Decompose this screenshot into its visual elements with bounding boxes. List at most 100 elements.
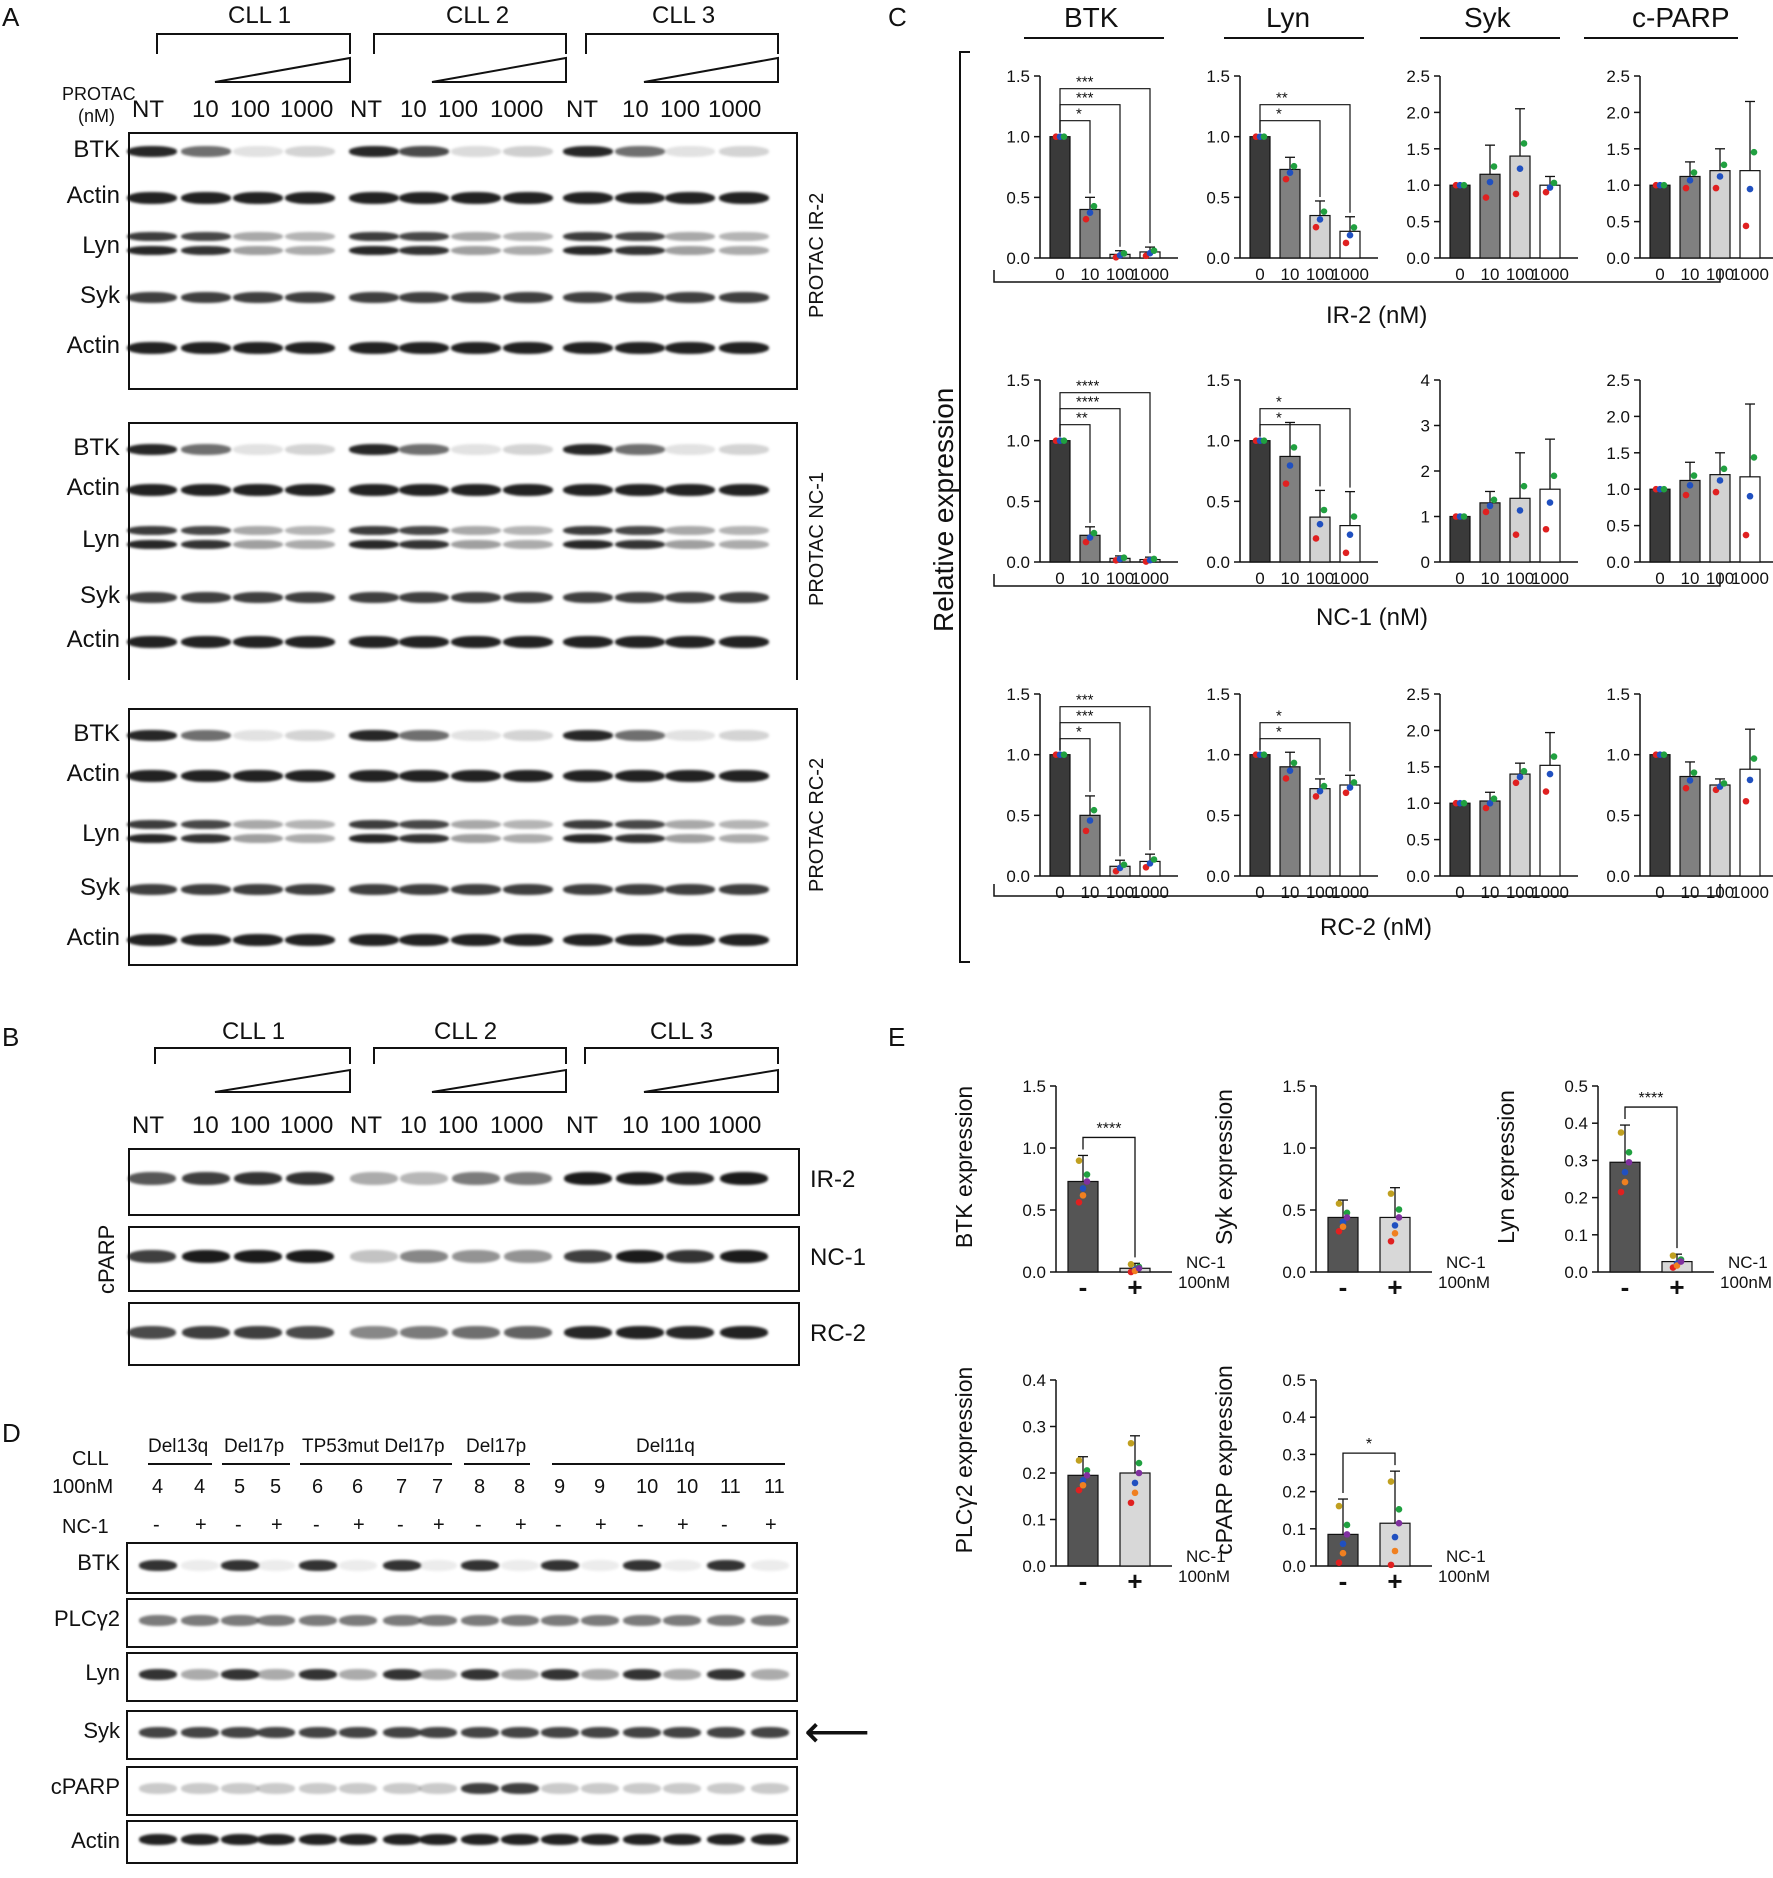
- treatment-sign: +: [677, 1514, 689, 1536]
- blot-band: [719, 834, 769, 843]
- x-tick-label: 100: [1106, 569, 1134, 588]
- lane-label: 1000: [280, 96, 334, 123]
- blot-band: [563, 770, 613, 782]
- y-tick-label: 0.0: [1406, 249, 1430, 268]
- blot-band: [181, 342, 231, 354]
- data-point: [1550, 179, 1558, 187]
- treatment-sign: -: [721, 1514, 728, 1536]
- data-point: [1690, 472, 1698, 479]
- blot-band: [615, 540, 665, 549]
- y-tick-label: 1.5: [1206, 371, 1230, 390]
- block-side-label: PROTAC RC-2: [806, 757, 828, 892]
- data-point: [1742, 531, 1750, 539]
- blot-band: [707, 1727, 745, 1738]
- blot-band: [461, 1834, 499, 1845]
- data-point: [1346, 231, 1354, 239]
- row-label: BTK: [77, 1550, 120, 1575]
- data-point: [1260, 133, 1268, 140]
- data-point: [1746, 492, 1754, 500]
- blot-band: [451, 192, 501, 204]
- y-tick-label: 1.5: [1206, 67, 1230, 86]
- data-point: [1083, 1472, 1091, 1479]
- data-point: [1746, 776, 1754, 784]
- blot-band: [127, 730, 177, 741]
- data-point: [1395, 1206, 1403, 1213]
- x-tick-label: 0: [1455, 265, 1464, 284]
- treatment-sign: +: [433, 1514, 445, 1536]
- blot-band: [233, 146, 283, 157]
- cparp-side-label: cPARP: [94, 1224, 119, 1294]
- y-tick-label: 0.5: [1006, 492, 1030, 511]
- data-point: [1150, 555, 1158, 563]
- data-point: [1131, 1489, 1139, 1497]
- data-point: [1135, 1459, 1143, 1467]
- blot-band: [285, 526, 335, 535]
- blot-band: [581, 1727, 619, 1738]
- blot-band: [615, 484, 665, 496]
- data-point: [1343, 1209, 1351, 1217]
- blot-band: [299, 1560, 337, 1571]
- blot-band: [719, 146, 769, 157]
- data-point: [1075, 1157, 1083, 1164]
- x-tick-label: 0: [1055, 569, 1064, 588]
- data-point: [1286, 767, 1294, 774]
- y-tick-label: 1.5: [1406, 140, 1430, 159]
- row-label: RC-2: [810, 1320, 867, 1347]
- blot-band: [451, 526, 501, 535]
- significance-label: **: [1276, 90, 1288, 107]
- blot-band: [719, 444, 769, 455]
- group-label: CLL 3: [652, 2, 716, 29]
- significance-bracket: [1082, 1136, 1136, 1258]
- data-point: [1673, 1262, 1681, 1269]
- treatment-label: NC-1: [1446, 1547, 1486, 1566]
- blot-band: [127, 246, 177, 255]
- x-tick-label: 10: [1681, 883, 1700, 902]
- x-tick-label: 100: [1706, 883, 1734, 902]
- blot-band: [503, 770, 553, 782]
- significance-label: ****: [1076, 394, 1100, 411]
- bar: [1479, 800, 1501, 877]
- blot-band: [349, 342, 399, 354]
- data-point: [1316, 216, 1324, 223]
- data-point: [1131, 1479, 1139, 1487]
- treatment-label: NC-1: [1446, 1253, 1486, 1272]
- bar: [1449, 802, 1471, 877]
- blot-band: [623, 1615, 661, 1626]
- data-point: [1082, 827, 1090, 835]
- bar: [1709, 474, 1731, 563]
- blot-band: [399, 934, 449, 946]
- blot-band: [663, 1560, 701, 1571]
- y-tick-label: 0.5: [1606, 806, 1630, 825]
- blot-band: [400, 1172, 448, 1185]
- blot-band: [257, 1727, 295, 1738]
- data-point: [1516, 773, 1524, 781]
- blot-band: [501, 1727, 539, 1738]
- x-tick-label: 1000: [1731, 569, 1769, 588]
- blot-band: [615, 730, 665, 741]
- blot-band: [461, 1669, 499, 1680]
- blot-band: [349, 820, 399, 829]
- group-brackets: [154, 1047, 779, 1093]
- blot-band: [181, 834, 231, 843]
- blot-band: [503, 820, 553, 829]
- y-tick-label: 1.0: [1606, 176, 1630, 195]
- blot-band: [383, 1669, 421, 1680]
- blot-band: [503, 292, 553, 303]
- blot-band: [234, 1172, 282, 1185]
- patient-number: 6: [352, 1476, 364, 1498]
- blot-band: [339, 1834, 377, 1845]
- blot-band: [503, 342, 553, 354]
- blot-band: [615, 834, 665, 843]
- x-tick-label: 10: [1281, 569, 1300, 588]
- y-tick-label: 0.5: [1606, 213, 1630, 232]
- data-point: [1127, 1261, 1135, 1268]
- blot-band: [127, 192, 177, 204]
- significance-label: *: [1366, 1436, 1372, 1453]
- treatment-conc-label: 100nM: [1720, 1273, 1772, 1292]
- data-point: [1339, 1218, 1347, 1226]
- blot-band: [719, 484, 769, 496]
- blot-band: [563, 592, 613, 603]
- lane-label: NT: [566, 96, 598, 123]
